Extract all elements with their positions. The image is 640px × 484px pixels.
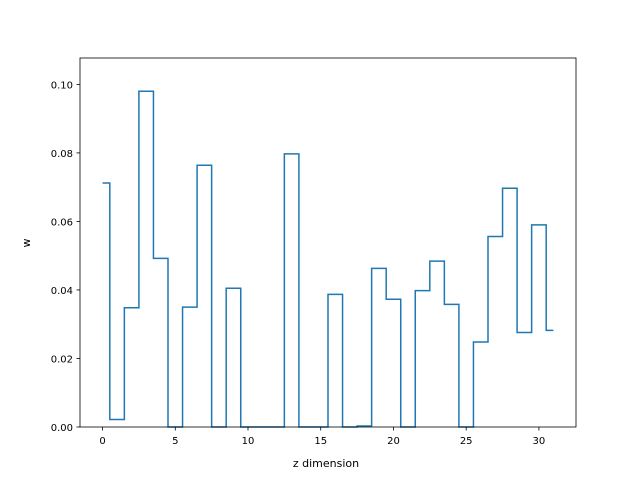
x-tick-label: 10	[242, 436, 255, 447]
axes-frame	[79, 57, 577, 428]
x-axis-label: z dimension	[293, 457, 359, 470]
x-tick-label: 25	[460, 436, 473, 447]
x-tick-label: 30	[533, 436, 546, 447]
y-tick-label: 0.06	[51, 217, 73, 228]
y-tick-label: 0.08	[51, 149, 73, 160]
y-axis-label: w	[20, 239, 33, 248]
series-line	[102, 90, 554, 428]
y-tick-label: 0.02	[51, 354, 73, 365]
y-tick-label: 0.00	[51, 423, 73, 434]
x-tick-label: 20	[387, 436, 400, 447]
x-tick-label: 0	[99, 436, 105, 447]
plot-area	[102, 90, 554, 428]
y-tick-label: 0.04	[51, 286, 73, 297]
y-tick-label: 0.10	[51, 80, 73, 91]
axes: 0 5 10 15 20 25 30 0.00 0.02 0.04 0.06 0.08 0.10	[51, 57, 577, 447]
x-tick-label: 5	[172, 436, 178, 447]
x-tick-label: 15	[314, 436, 327, 447]
